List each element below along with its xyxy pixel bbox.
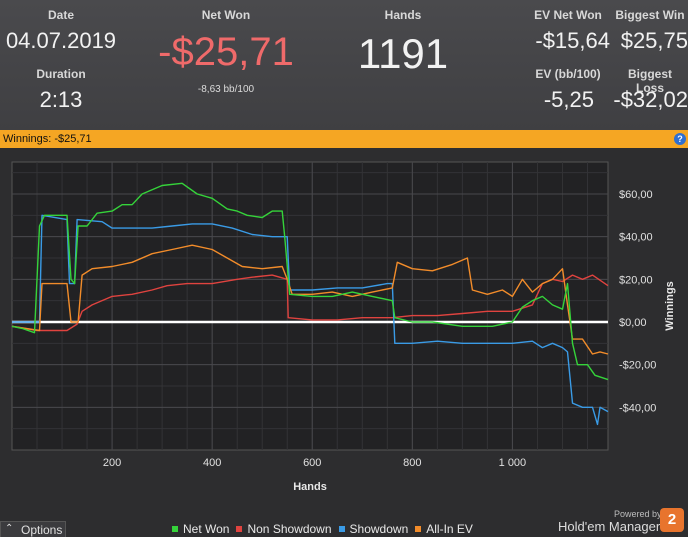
ev-bb100-label: EV (bb/100) <box>535 67 601 81</box>
y-tick-label: -$40,00 <box>619 402 656 414</box>
x-tick-label: 800 <box>403 457 421 469</box>
date-label: Date <box>47 8 74 22</box>
chart-footer: ⌃ Options Net Won Non Showdown Showdown All… <box>0 508 688 537</box>
biggest-loss-value: -$32,02 <box>613 87 688 112</box>
y-tick-label: $60,00 <box>619 189 653 201</box>
x-tick-label: 200 <box>103 457 121 469</box>
options-label: Options <box>21 523 63 537</box>
hands-value: 1191 <box>357 30 449 77</box>
x-axis-label: Hands <box>293 481 327 493</box>
net-won-value: -$25,71 <box>158 30 294 74</box>
duration-value: 2:13 <box>39 87 83 112</box>
ev-net-won-label: EV Net Won <box>534 8 602 22</box>
legend-item[interactable]: Showdown <box>338 522 409 536</box>
y-axis-label: Winnings <box>664 281 676 330</box>
legend-swatch <box>338 526 345 532</box>
net-won-label: Net Won <box>201 8 251 22</box>
legend-label: Net Won <box>183 522 230 536</box>
y-tick-label: $20,00 <box>619 274 653 286</box>
y-tick-label: $40,00 <box>619 232 653 244</box>
winnings-chart-area: 200 400 600 800 1 000 $60,00 $40,00 $20,00 $0,00… <box>0 148 688 535</box>
x-tick-label: 400 <box>203 457 221 469</box>
hands-label: Hands <box>384 8 422 22</box>
winnings-banner: Winnings: -$25,71 ? <box>0 130 688 148</box>
duration-label: Duration <box>36 67 86 81</box>
chart-legend: Net Won Non Showdown Showdown All-In EV <box>172 522 480 536</box>
ev-bb100-value: -5,25 <box>543 87 594 112</box>
powered-by-text: Powered by <box>614 509 662 519</box>
x-tick-label: 1 000 <box>499 457 527 469</box>
legend-label: Non Showdown <box>247 522 332 536</box>
ev-net-won-value: -$15,64 <box>535 28 610 53</box>
net-won-bb100: -8,63 bb/100 <box>197 84 255 95</box>
x-tick-label: 600 <box>303 457 321 469</box>
brand-name: Hold'em Manager <box>558 519 661 534</box>
legend-item[interactable]: All-In EV <box>415 522 473 536</box>
biggest-loss-label: Biggest Loss <box>627 67 672 95</box>
legend-swatch <box>172 526 178 532</box>
session-stats-panel: Date 04.07.2019 Duration 2:13 Net Won -$… <box>0 0 688 130</box>
legend-label: Showdown <box>349 522 409 536</box>
series-line-all-in-ev <box>11 244 609 355</box>
winnings-chart: 200 400 600 800 1 000 $60,00 $40,00 $20,00 $0,00… <box>11 161 676 493</box>
chevron-up-icon: ⌃ <box>5 523 14 534</box>
date-value: 04.07.2019 <box>5 28 117 53</box>
legend-swatch <box>415 526 422 532</box>
holdem-manager-logo-icon: 2 <box>660 508 684 532</box>
winnings-banner-text: Winnings: -$25,71 <box>3 133 92 145</box>
help-icon[interactable]: ? <box>674 133 686 145</box>
legend-item[interactable]: Net Won <box>172 522 229 536</box>
legend-item[interactable]: Non Showdown <box>236 522 332 536</box>
legend-label: All-In EV <box>426 522 473 536</box>
y-tick-label: $0,00 <box>619 317 647 329</box>
legend-swatch <box>236 526 243 532</box>
options-button[interactable]: ⌃ Options <box>0 521 66 537</box>
biggest-win-label: Biggest Win <box>615 8 685 22</box>
series-line-showdown <box>12 214 609 426</box>
plot-background <box>11 161 609 451</box>
biggest-win-value: $25,75 <box>620 28 688 53</box>
y-tick-label: -$20,00 <box>619 360 656 372</box>
series-line-net-won <box>11 182 609 381</box>
